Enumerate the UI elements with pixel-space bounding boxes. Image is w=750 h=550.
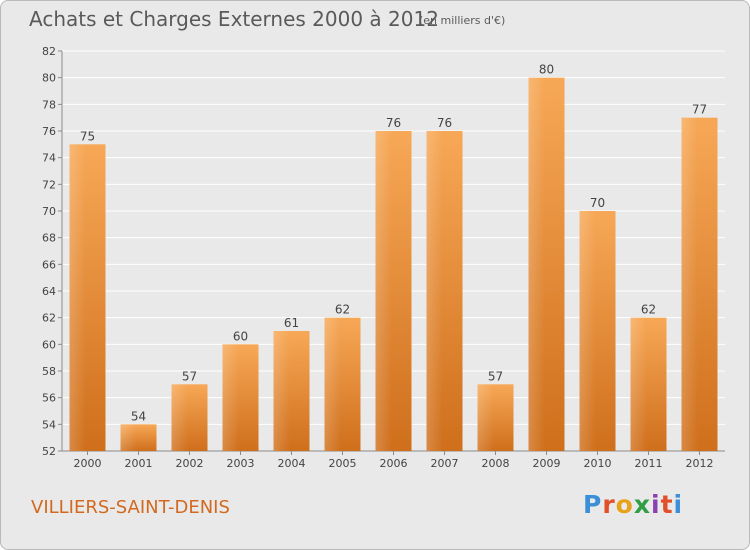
- bar-highlight: [222, 344, 239, 451]
- x-tick-label-2012: 2012: [686, 457, 714, 470]
- value-label-2008: 57: [488, 369, 503, 383]
- value-label-2007: 76: [437, 116, 452, 130]
- value-label-2000: 75: [80, 129, 95, 143]
- bar-highlight: [579, 211, 596, 451]
- bar-highlight: [528, 77, 545, 452]
- proxiti-logo: Proxiti: [583, 490, 683, 519]
- bar-highlight: [120, 424, 137, 451]
- x-tick-label-2003: 2003: [227, 457, 255, 470]
- y-tick-label: 56: [42, 392, 56, 405]
- logo-letter: i: [673, 490, 684, 519]
- value-label-2002: 57: [182, 369, 197, 383]
- x-tick-label-2005: 2005: [329, 457, 357, 470]
- y-tick-label: 72: [42, 178, 56, 191]
- label-layer: 52 54 56 58 60 62 64 66 68 70 72 74 76 78 80 82 75 2000 54…: [42, 45, 714, 470]
- logo-letter: x: [633, 490, 651, 519]
- x-tick-label-2010: 2010: [584, 457, 612, 470]
- chart-subtitle: (en milliers d'€): [419, 14, 506, 27]
- logo-letter: P: [583, 490, 603, 519]
- value-label-2005: 62: [335, 303, 350, 317]
- bar-layer: [69, 77, 718, 452]
- x-tick-label-2001: 2001: [125, 457, 153, 470]
- x-tick-label-2006: 2006: [380, 457, 408, 470]
- y-tick-label: 54: [42, 418, 56, 431]
- y-tick-label: 80: [42, 72, 56, 85]
- y-tick-label: 62: [42, 312, 56, 325]
- value-label-2003: 60: [233, 329, 248, 343]
- y-tick-label: 58: [42, 365, 56, 378]
- logo-letter: r: [602, 490, 616, 519]
- value-label-2011: 62: [641, 303, 656, 317]
- y-tick-label: 60: [42, 338, 56, 351]
- y-tick-label: 52: [42, 445, 56, 458]
- x-tick-label-2011: 2011: [635, 457, 663, 470]
- x-tick-label-2008: 2008: [482, 457, 510, 470]
- bar-highlight: [324, 317, 341, 451]
- y-tick-label: 70: [42, 205, 56, 218]
- bar-highlight: [630, 317, 647, 451]
- chart-title: Achats et Charges Externes 2000 à 2012: [29, 7, 439, 31]
- bar-highlight: [426, 131, 443, 451]
- commune-name: VILLIERS-SAINT-DENIS: [31, 497, 230, 518]
- x-tick-label-2000: 2000: [74, 457, 102, 470]
- value-label-2001: 54: [131, 409, 146, 423]
- value-label-2012: 77: [692, 103, 707, 117]
- y-tick-label: 78: [42, 98, 56, 111]
- x-tick-label-2007: 2007: [431, 457, 459, 470]
- logo-letter: i: [651, 490, 661, 519]
- x-tick-label-2002: 2002: [176, 457, 204, 470]
- y-tick-label: 64: [42, 285, 56, 298]
- value-label-2006: 76: [386, 116, 401, 130]
- x-tick-label-2004: 2004: [278, 457, 306, 470]
- value-label-2010: 70: [590, 196, 605, 210]
- bar-highlight: [171, 384, 188, 451]
- y-tick-label: 66: [42, 258, 56, 271]
- y-tick-label: 68: [42, 232, 56, 245]
- y-tick-label: 74: [42, 152, 56, 165]
- bar-highlight: [375, 131, 392, 451]
- bar-highlight: [681, 117, 698, 452]
- value-label-2009: 80: [539, 63, 554, 77]
- bar-highlight: [69, 144, 86, 452]
- logo-letter: o: [615, 490, 634, 519]
- bar-highlight: [273, 331, 290, 451]
- y-tick-label: 76: [42, 125, 56, 138]
- y-tick-label: 82: [42, 45, 56, 58]
- x-tick-label-2009: 2009: [533, 457, 561, 470]
- bar-highlight: [477, 384, 494, 451]
- logo-letter: t: [660, 490, 674, 519]
- value-label-2004: 61: [284, 316, 299, 330]
